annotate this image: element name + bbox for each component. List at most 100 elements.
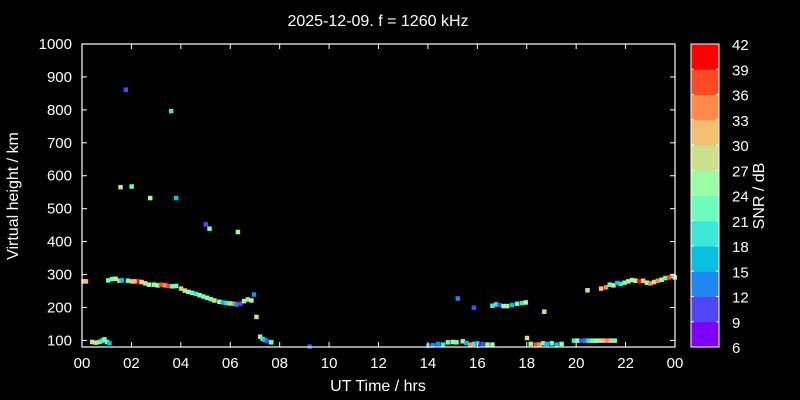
data-point bbox=[201, 294, 206, 299]
y-tick-label: 100 bbox=[47, 332, 72, 349]
data-point bbox=[133, 279, 138, 284]
data-point bbox=[528, 341, 533, 347]
data-point bbox=[197, 292, 202, 298]
colorbar-segment bbox=[691, 296, 719, 323]
data-point bbox=[659, 277, 664, 282]
x-tick-label: 00 bbox=[74, 355, 91, 372]
data-point bbox=[450, 339, 456, 345]
x-tick-label: 14 bbox=[420, 355, 437, 372]
x-tick-label: 06 bbox=[222, 355, 239, 372]
data-point bbox=[626, 279, 631, 284]
colorbar-tick-label: 18 bbox=[732, 239, 749, 256]
data-point bbox=[514, 301, 520, 307]
data-point bbox=[603, 285, 609, 290]
data-point bbox=[504, 303, 510, 309]
x-tick-label: 08 bbox=[271, 355, 288, 372]
data-point bbox=[93, 340, 99, 345]
data-point bbox=[245, 297, 251, 302]
data-point bbox=[586, 338, 592, 343]
colorbar-tick-label: 6 bbox=[732, 340, 740, 357]
colorbar-segment bbox=[691, 44, 719, 70]
data-point bbox=[501, 303, 506, 309]
y-tick-label: 700 bbox=[47, 135, 72, 152]
data-point bbox=[81, 279, 86, 284]
data-point bbox=[490, 303, 495, 309]
colorbar-tick-label: 12 bbox=[732, 290, 749, 307]
data-point bbox=[203, 222, 209, 227]
data-point bbox=[544, 341, 550, 347]
x-tick-label: 00 bbox=[667, 355, 684, 372]
data-point bbox=[644, 280, 650, 285]
colorbar-tick-label: 27 bbox=[732, 163, 749, 180]
data-point bbox=[123, 87, 128, 92]
colorbar-tick-label: 30 bbox=[732, 138, 749, 155]
data-point bbox=[118, 184, 123, 190]
data-point bbox=[139, 279, 144, 285]
data-point bbox=[571, 338, 577, 343]
colorbar-segment bbox=[691, 195, 719, 222]
data-point bbox=[129, 184, 134, 189]
data-point bbox=[189, 290, 195, 296]
data-point bbox=[493, 302, 499, 307]
data-point bbox=[173, 283, 179, 289]
x-tick-label: 20 bbox=[568, 355, 585, 372]
data-point bbox=[228, 301, 233, 306]
data-point bbox=[440, 342, 446, 347]
colorbar-segment bbox=[691, 94, 719, 121]
data-point bbox=[648, 281, 653, 286]
colorbar-tick-label: 15 bbox=[732, 264, 749, 281]
data-point bbox=[212, 298, 217, 303]
data-point bbox=[151, 282, 157, 287]
data-point bbox=[612, 338, 617, 343]
data-points bbox=[81, 87, 678, 349]
data-point bbox=[640, 278, 646, 283]
data-point bbox=[549, 341, 554, 346]
data-point bbox=[655, 278, 661, 283]
data-point bbox=[238, 301, 243, 307]
data-point bbox=[102, 337, 107, 342]
data-point bbox=[170, 284, 175, 289]
data-point bbox=[651, 279, 657, 285]
data-point bbox=[601, 338, 606, 343]
data-point bbox=[251, 292, 257, 297]
data-point bbox=[147, 195, 153, 201]
colorbar-label: SNR / dB bbox=[751, 163, 768, 230]
data-point bbox=[575, 338, 580, 343]
x-tick-label: 18 bbox=[518, 355, 535, 372]
data-point bbox=[554, 342, 559, 347]
colorbar-tick-label: 39 bbox=[732, 62, 749, 79]
data-point bbox=[593, 338, 599, 343]
data-point bbox=[265, 339, 270, 344]
data-point bbox=[193, 291, 199, 297]
data-point bbox=[107, 340, 112, 346]
data-point bbox=[435, 341, 441, 347]
data-point bbox=[105, 278, 111, 283]
data-point bbox=[260, 336, 265, 342]
data-point bbox=[113, 276, 118, 281]
data-point bbox=[166, 283, 171, 289]
data-point bbox=[186, 289, 191, 295]
data-point bbox=[119, 278, 125, 283]
colorbar-segment bbox=[691, 119, 719, 146]
data-point bbox=[249, 298, 254, 303]
colorbar-tick-label: 9 bbox=[732, 315, 740, 332]
colorbar-tick-label: 24 bbox=[732, 189, 749, 206]
axes: 00 02 04 06 08 10 12 14 16 18 20 22 0010020030040050… bbox=[39, 36, 684, 372]
data-point bbox=[497, 302, 503, 308]
data-point bbox=[231, 301, 237, 307]
data-point bbox=[537, 342, 542, 347]
data-point bbox=[523, 300, 529, 305]
data-point bbox=[173, 195, 179, 201]
data-point bbox=[104, 339, 110, 345]
data-point bbox=[168, 108, 174, 114]
y-tick-label: 800 bbox=[47, 102, 72, 119]
data-point bbox=[125, 278, 131, 283]
data-point bbox=[234, 302, 239, 307]
data-point bbox=[614, 280, 620, 286]
data-point bbox=[471, 341, 477, 347]
colorbar-tick-label: 42 bbox=[732, 37, 749, 54]
data-point bbox=[109, 276, 115, 282]
data-point bbox=[533, 342, 538, 347]
data-point bbox=[611, 283, 616, 288]
